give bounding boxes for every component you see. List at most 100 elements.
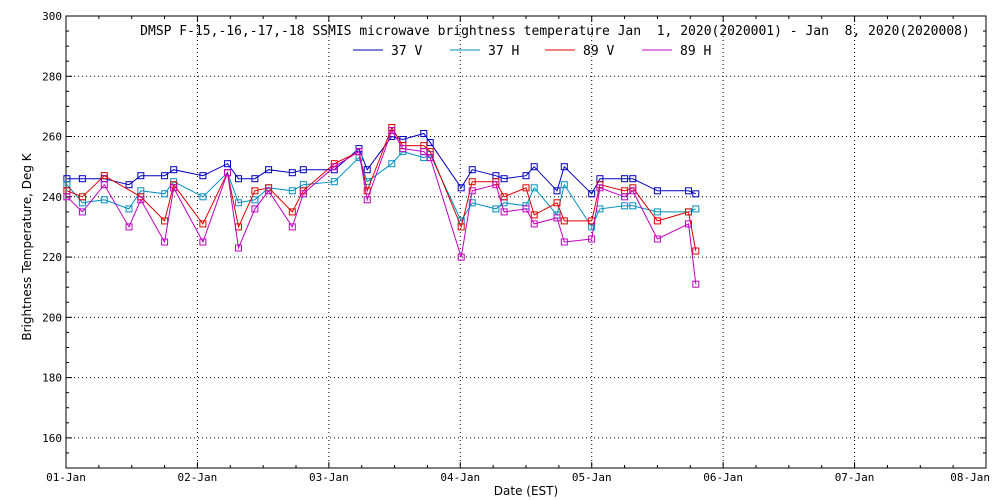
y-tick-label: 280 (42, 70, 62, 83)
data-point (288, 169, 296, 177)
data-point (530, 163, 538, 171)
legend-label: 89 H (680, 44, 711, 59)
data-point (288, 223, 296, 231)
data-point (553, 214, 561, 222)
data-point (530, 184, 538, 192)
chart-title: DMSP F-15,-16,-17,-18 SSMIS microwave br… (140, 24, 970, 39)
y-axis-label: Brightness Temperature, Deg K (20, 152, 34, 340)
data-point (63, 193, 71, 201)
data-point (125, 223, 133, 231)
data-point (468, 199, 476, 207)
data-point (522, 184, 530, 192)
data-point (199, 193, 207, 201)
data-point (420, 130, 428, 137)
data-point (388, 160, 396, 168)
legend-label: 37 V (391, 44, 422, 59)
series-line (66, 129, 697, 285)
data-point (653, 235, 661, 243)
series-89-h (63, 127, 700, 288)
data-point (355, 148, 363, 156)
data-point (78, 208, 86, 216)
data-point (235, 175, 242, 183)
data-point (224, 160, 231, 168)
x-tick-label: 04-Jan (440, 471, 480, 484)
legend-label: 89 V (583, 44, 614, 59)
data-point (251, 187, 259, 195)
axis-ticks: 160 180 200 220 240 260 280 300 01-Jan 02-Jan 03-J… (42, 10, 990, 484)
data-point (522, 172, 530, 180)
data-point (137, 196, 145, 204)
x-tick-label: 01-Jan (46, 471, 86, 484)
data-point (629, 175, 637, 183)
y-tick-label: 160 (42, 432, 62, 445)
data-point (265, 187, 273, 195)
data-point (692, 247, 700, 255)
data-point (596, 184, 604, 192)
data-point (457, 184, 465, 192)
x-axis-label: Date (EST) (494, 484, 558, 498)
data-point (468, 166, 476, 174)
data-point (161, 190, 169, 198)
data-point (500, 175, 508, 183)
data-point (629, 202, 637, 210)
data-point (530, 220, 538, 228)
data-point (388, 127, 396, 134)
data-point (265, 166, 273, 174)
data-point (457, 223, 465, 231)
x-tick-label: 05-Jan (572, 471, 612, 484)
data-point (78, 193, 86, 201)
data-point (560, 181, 568, 189)
data-point (288, 187, 296, 195)
data-point (125, 181, 133, 189)
data-point (492, 205, 500, 213)
data-point (560, 238, 568, 246)
data-point (199, 172, 207, 180)
data-point (420, 148, 428, 156)
y-tick-label: 200 (42, 311, 62, 324)
legend-label: 37 H (488, 44, 519, 59)
data-point (137, 172, 145, 180)
data-point (170, 184, 178, 192)
data-point (653, 208, 661, 216)
data-point (161, 238, 169, 246)
data-point (468, 187, 476, 195)
data-point (78, 175, 86, 183)
data-point (560, 163, 568, 171)
data-point (100, 181, 108, 189)
data-point (100, 196, 108, 204)
data-point (251, 175, 259, 183)
data-point (330, 163, 338, 171)
data-point (199, 220, 207, 228)
data-point (161, 217, 169, 225)
data-point (588, 190, 596, 198)
data-point (692, 280, 700, 288)
data-point (685, 187, 692, 195)
data-point (399, 145, 407, 153)
data-point (100, 172, 108, 180)
data-point (161, 172, 169, 180)
data-point (553, 187, 561, 195)
data-point (530, 211, 538, 219)
data-point (522, 205, 530, 213)
x-tick-label: 08-Jan (950, 471, 990, 484)
series-line (66, 151, 696, 228)
grid (66, 16, 986, 468)
x-tick-label: 03-Jan (309, 471, 349, 484)
plot-frame (65, 15, 987, 469)
y-tick-label: 300 (42, 10, 62, 23)
data-point (299, 166, 307, 174)
data-point (492, 181, 500, 189)
series-line (66, 126, 697, 252)
legend: 37 V 37 H 89 V 89 H (353, 44, 711, 59)
data-point (621, 202, 629, 210)
data-point (235, 244, 242, 252)
data-point (621, 175, 629, 183)
data-point (224, 169, 231, 177)
data-point (330, 178, 338, 186)
data-point (500, 208, 508, 216)
data-point (629, 187, 637, 195)
data-point (299, 190, 307, 198)
data-point (560, 217, 568, 225)
data-point (653, 187, 661, 195)
